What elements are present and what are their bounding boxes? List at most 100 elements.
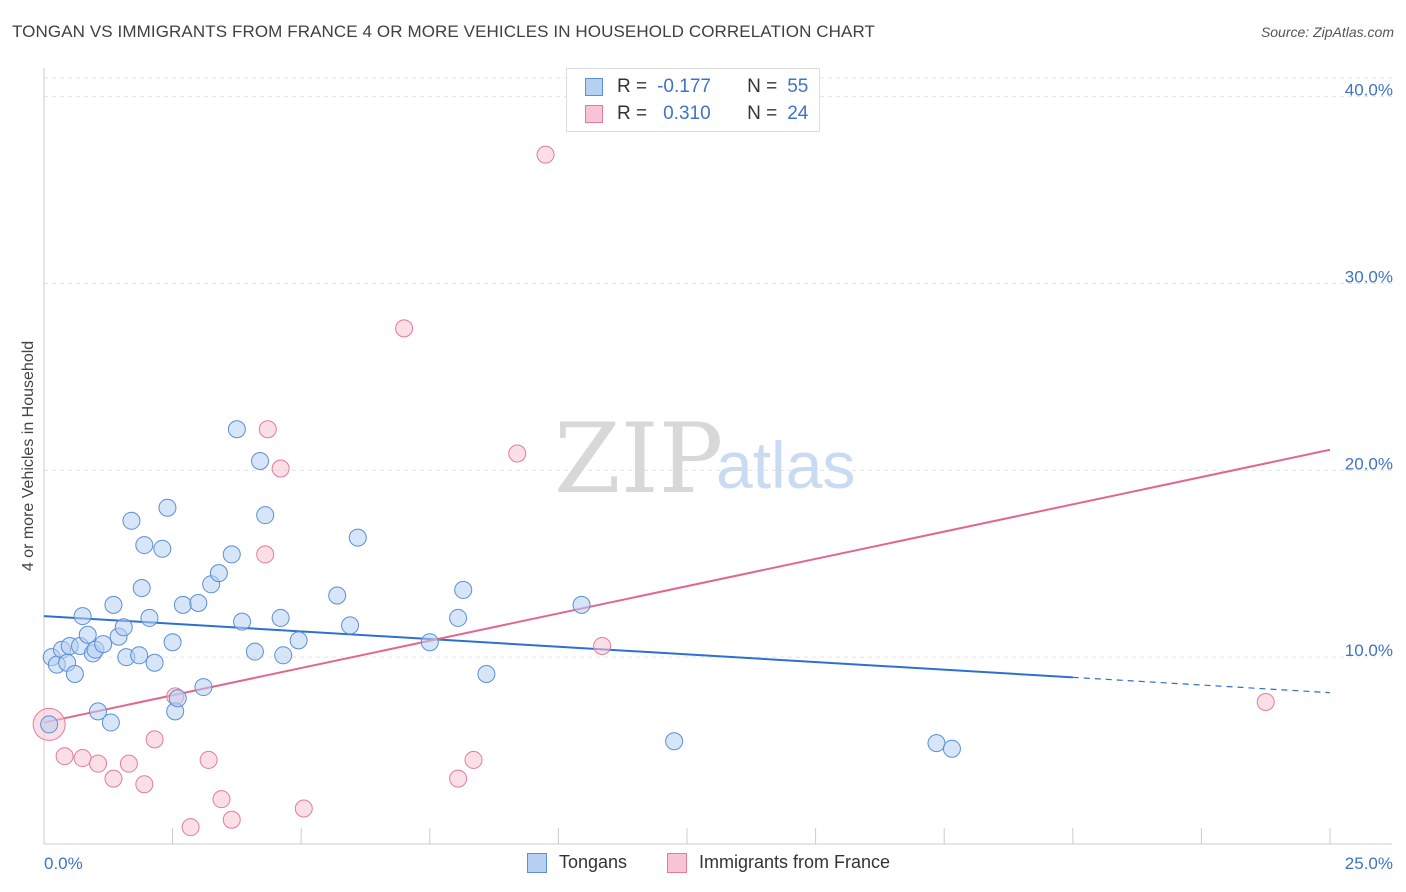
point-france <box>593 636 612 655</box>
legend-row-tongans: R = -0.177 N = 55 <box>585 75 808 99</box>
point-tongans <box>89 702 108 721</box>
point-tongans <box>104 595 123 614</box>
trend-line-tongans-extension <box>1072 676 1331 694</box>
point-tongans <box>927 734 946 753</box>
watermark-zip: ZIP <box>554 403 723 515</box>
bottom-legend-label-tongans: Tongans <box>559 852 628 872</box>
point-tongans <box>168 689 187 708</box>
trend-line-tongans <box>43 615 1073 679</box>
legend-swatch-france <box>585 105 603 123</box>
bottom-legend-france: Immigrants from France <box>667 852 890 873</box>
point-france <box>135 775 154 794</box>
point-france <box>256 545 275 564</box>
x-tick-label-max: 25.0% <box>1345 854 1393 873</box>
y-tick-label: 20.0% <box>1345 454 1393 473</box>
point-tongans <box>209 564 228 583</box>
bottom-legend-swatch-tongans <box>527 852 547 873</box>
data-points <box>32 145 1275 837</box>
point-tongans <box>289 631 308 650</box>
point-tongans <box>194 678 213 697</box>
point-tongans <box>132 579 151 598</box>
point-tongans <box>222 545 241 564</box>
point-france <box>104 769 123 788</box>
point-france <box>212 790 231 809</box>
point-france <box>73 749 92 768</box>
point-tongans <box>101 713 120 732</box>
point-tongans <box>348 528 367 547</box>
legend-n-label: N = <box>747 103 778 124</box>
x-axis-ticks <box>43 828 1331 844</box>
point-tongans <box>130 646 149 665</box>
watermark: ZIP atlas <box>554 403 855 515</box>
point-tongans <box>122 511 141 530</box>
point-tongans <box>665 732 684 751</box>
point-tongans <box>454 580 473 599</box>
legend-row-france: R = 0.310 N = 24 <box>585 102 808 126</box>
point-tongans <box>140 608 159 627</box>
point-tongans <box>189 593 208 612</box>
bottom-legend-label-france: Immigrants from France <box>699 852 891 872</box>
point-france <box>294 799 313 818</box>
point-france <box>181 818 200 837</box>
point-tongans <box>420 633 439 652</box>
chart-title: TONGAN VS IMMIGRANTS FROM FRANCE 4 OR MO… <box>12 22 876 41</box>
legend-r-label: R = <box>617 103 648 124</box>
trend-lines <box>43 448 1331 724</box>
point-tongans <box>449 608 468 627</box>
point-france <box>119 754 138 773</box>
point-tongans <box>153 539 172 558</box>
point-tongans <box>274 646 293 665</box>
point-tongans <box>251 452 270 470</box>
point-tongans <box>341 616 360 635</box>
x-tick-label-min: 0.0% <box>44 854 83 873</box>
y-axis-label: 4 or more Vehicles in Household <box>20 341 37 571</box>
point-france <box>395 319 414 338</box>
point-tongans <box>942 739 961 758</box>
point-tongans <box>73 607 92 626</box>
y-axis-tick-labels: 10.0% 20.0% 30.0% 40.0% <box>1345 81 1393 660</box>
point-france <box>449 769 468 788</box>
grid-lines <box>44 77 1392 658</box>
point-france <box>222 810 241 829</box>
point-france <box>508 444 527 463</box>
point-tongans <box>271 608 290 627</box>
legend-n-value: 24 <box>787 103 809 124</box>
y-tick-label: 40.0% <box>1345 81 1393 100</box>
point-tongans <box>256 506 275 525</box>
point-france <box>258 420 277 439</box>
point-tongans <box>158 498 177 517</box>
legend-n-value: 55 <box>787 76 809 97</box>
point-tongans <box>328 586 347 605</box>
correlation-legend: R = -0.177 N = 55 R = 0.310 N = 24 <box>566 68 820 132</box>
y-tick-label: 10.0% <box>1345 641 1393 660</box>
legend-r-label: R = <box>617 76 648 97</box>
point-tongans <box>227 420 246 439</box>
point-france <box>271 459 290 478</box>
chart-source: Source: ZipAtlas.com <box>1260 24 1394 40</box>
point-tongans <box>245 642 264 661</box>
bottom-legend-tongans: Tongans <box>527 852 627 873</box>
legend-swatch-tongans <box>585 78 603 96</box>
watermark-atlas: atlas <box>716 428 855 502</box>
point-tongans <box>65 664 84 683</box>
point-tongans <box>477 664 496 683</box>
point-france <box>89 754 108 773</box>
point-france <box>55 747 74 766</box>
point-tongans <box>233 612 252 631</box>
point-tongans <box>94 635 113 654</box>
trend-line-france <box>43 448 1331 724</box>
point-france <box>145 730 164 749</box>
point-france <box>1256 693 1275 712</box>
legend-r-value: 0.310 <box>663 103 711 124</box>
point-tongans <box>572 595 591 614</box>
point-france <box>536 145 555 164</box>
point-tongans <box>135 536 154 555</box>
point-france <box>464 750 483 769</box>
point-tongans <box>78 625 97 644</box>
point-tongans <box>145 653 164 672</box>
bottom-legend-swatch-france <box>667 852 687 873</box>
legend-r-value: -0.177 <box>657 76 711 97</box>
legend-n-label: N = <box>747 76 778 97</box>
point-france <box>199 750 218 769</box>
